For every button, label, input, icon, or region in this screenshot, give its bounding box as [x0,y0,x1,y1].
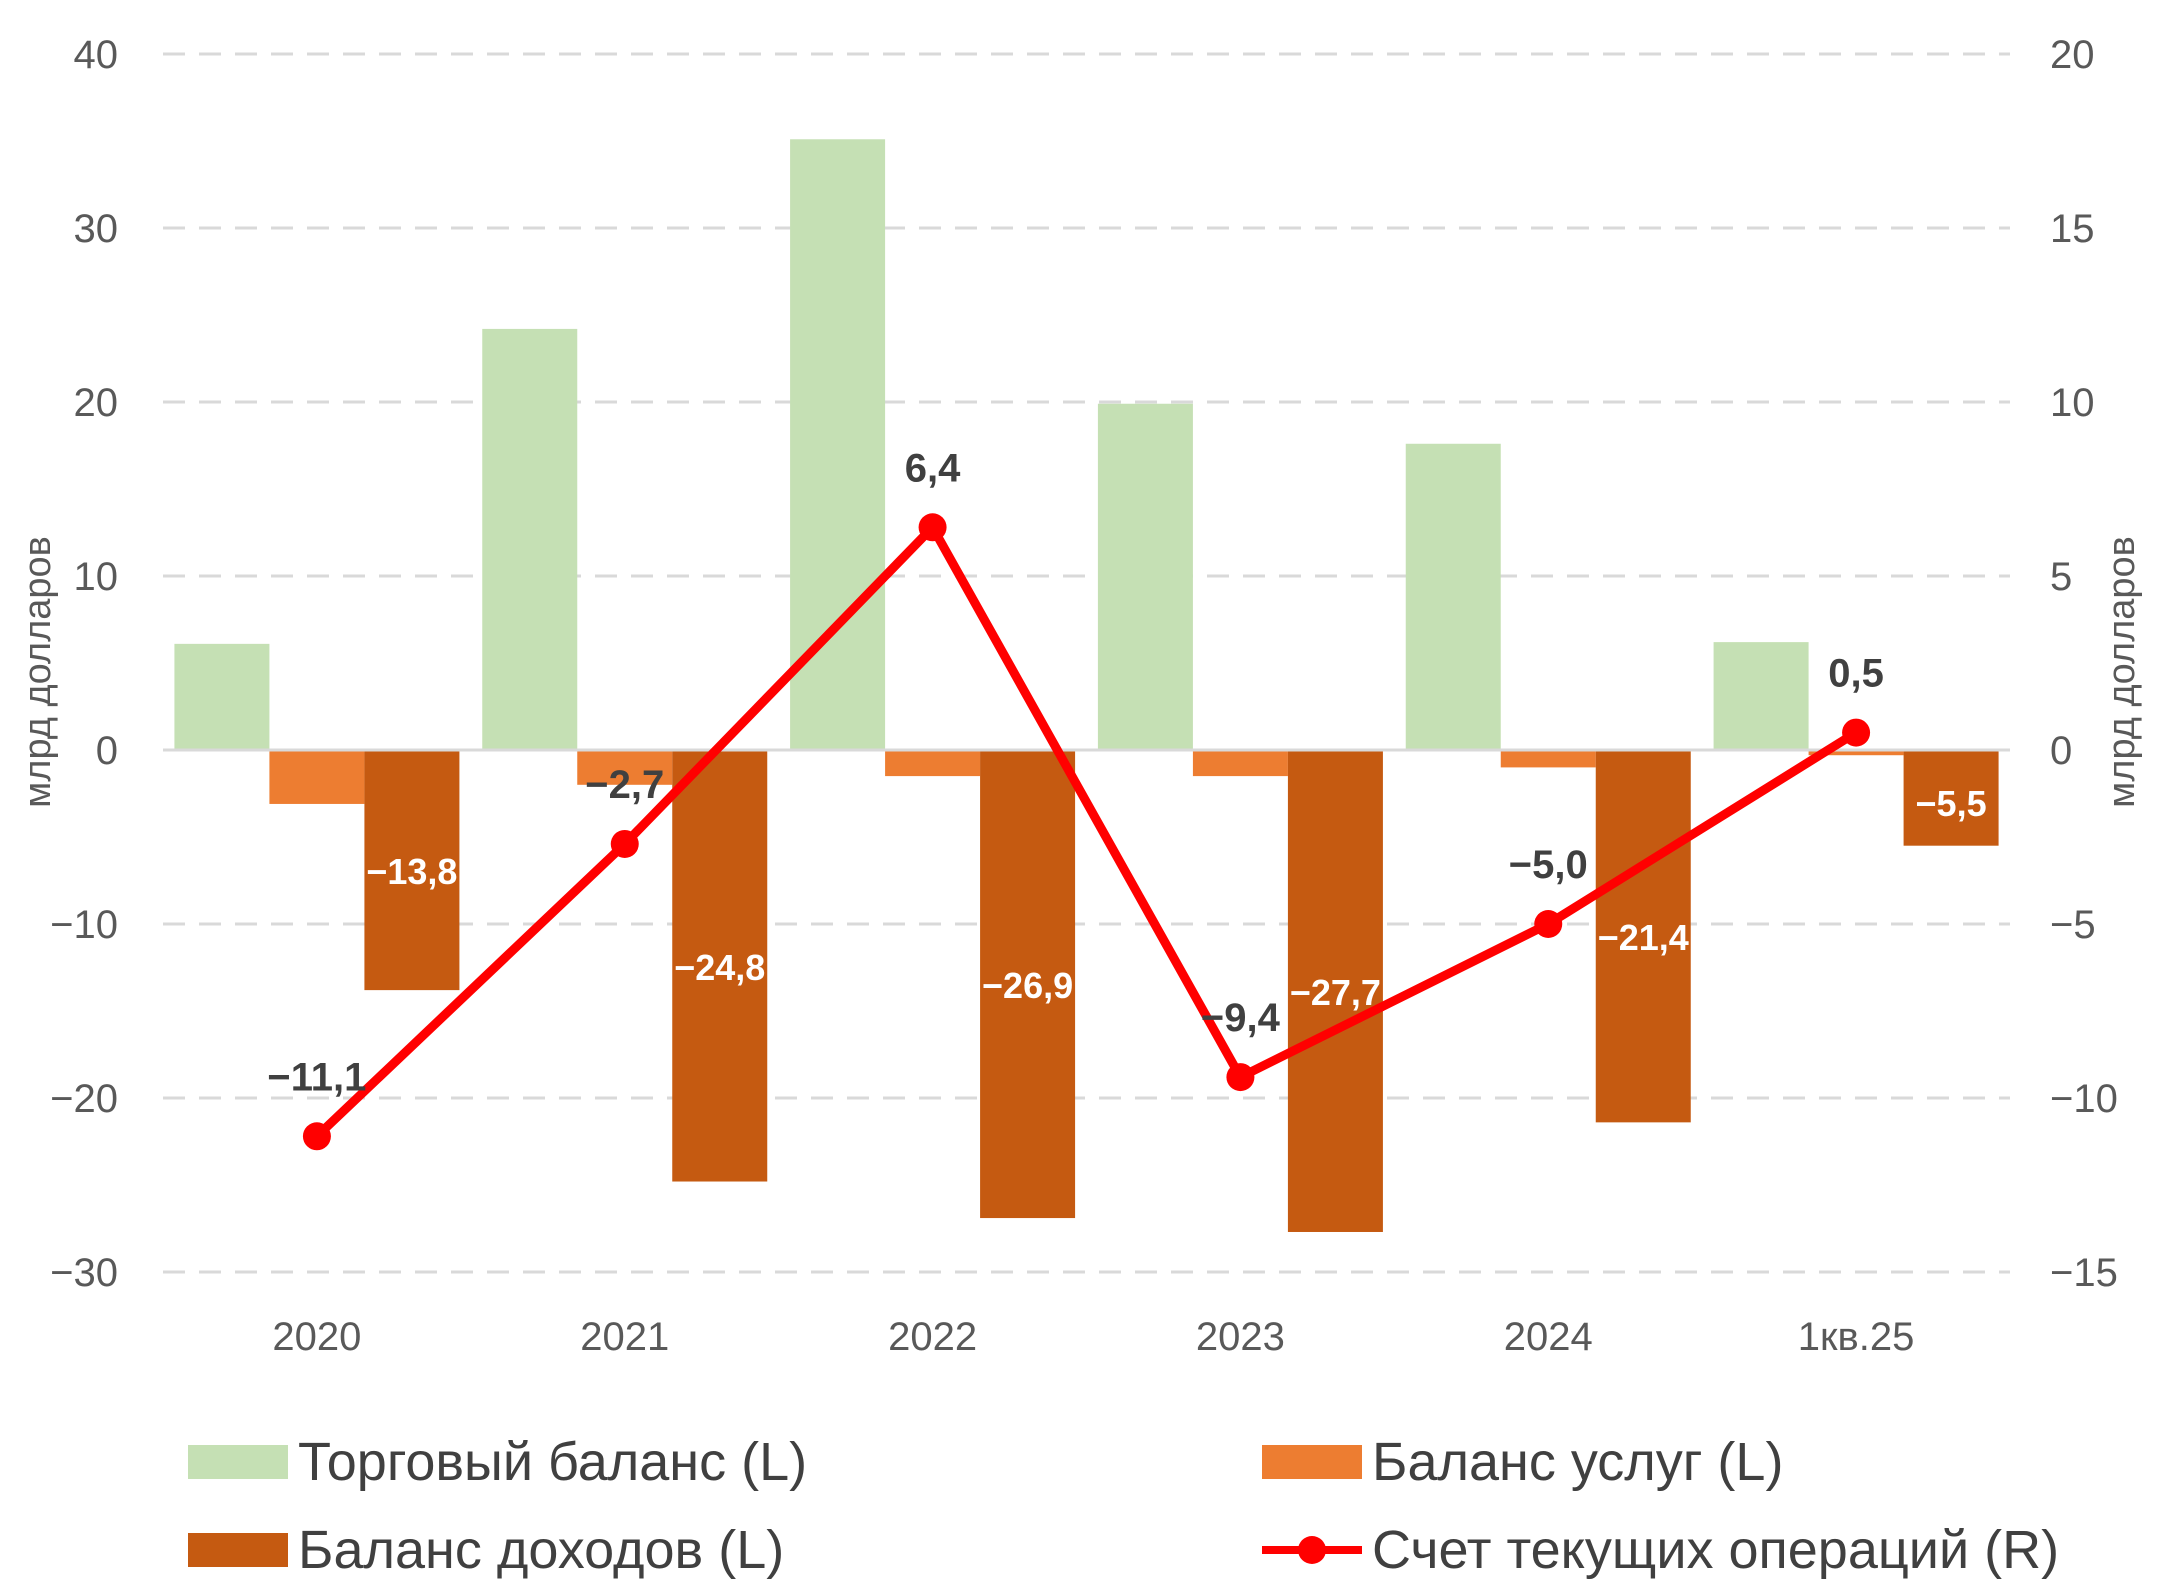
current-account-label: −9,4 [1201,996,1281,1040]
trade-balance-bar [174,643,270,750]
bars [174,139,1999,1232]
income-balance-bar [1903,750,1999,846]
services-balance-bar [577,750,673,785]
right-tick-label: −5 [2050,903,2096,947]
category-label: 1кв.25 [1798,1315,1915,1359]
right-axis-title: млрд долларов [2101,536,2143,808]
legend-label-trade: Торговый баланс (L) [298,1432,807,1492]
current-account-marker [918,513,947,542]
left-tick-label: 0 [96,729,118,773]
left-axis-ticks: 40 30 20 10 0 −10 −20 −30 [50,33,118,1295]
services-balance-bar [885,750,981,777]
left-tick-label: −10 [50,903,118,947]
gridlines [163,52,2010,1274]
right-tick-label: 0 [2050,729,2072,773]
trade-balance-bar [1713,642,1809,750]
category-label: 2022 [888,1315,977,1359]
current-account-marker [1534,910,1563,938]
category-label: 2024 [1504,1315,1593,1359]
right-tick-label: −15 [2050,1251,2118,1295]
right-tick-label: 5 [2050,555,2072,599]
left-tick-label: 40 [74,33,119,77]
left-tick-label: 20 [74,381,119,425]
current-account-label: −11,1 [267,1055,366,1099]
left-tick-label: −30 [50,1251,118,1295]
category-axis-labels: 2020 2021 2022 2023 2024 1кв.25 [272,1315,1914,1359]
current-account-label: 6,4 [905,446,961,490]
category-label: 2021 [580,1315,669,1359]
income-balance-label: −27,7 [1290,972,1381,1013]
trade-balance-bar [1405,443,1501,750]
legend-label-services: Баланс услуг (L) [1372,1432,1783,1492]
services-balance-bar [269,750,365,804]
current-account-label: −2,7 [585,763,664,807]
left-tick-label: −20 [50,1077,118,1121]
current-account-line [302,513,1871,1151]
left-axis-title: млрд долларов [17,536,59,808]
right-tick-label: −10 [2050,1077,2118,1121]
income-balance-label: −21,4 [1598,917,1689,958]
trade-balance-bar [482,328,578,750]
right-tick-label: 20 [2050,33,2095,77]
income-balance-label: −24,8 [674,947,765,988]
current-account-polyline [313,522,1859,1140]
category-label: 2023 [1196,1315,1285,1359]
left-tick-label: 10 [74,555,119,599]
right-tick-label: 15 [2050,207,2095,251]
income-balance-bar [980,750,1076,1219]
services-balance-bar [1192,750,1288,777]
services-balance-bar [1808,750,1904,756]
category-label: 2020 [272,1315,361,1359]
legend-swatch-services [1262,1445,1362,1479]
income-balance-bar [672,750,768,1182]
current-account-label: 0,5 [1828,652,1884,696]
current-account-marker [610,829,639,858]
current-account-label: −5,0 [1509,843,1588,887]
services-balance-bar [1500,750,1596,768]
current-account-marker [1842,718,1871,747]
legend-swatch-trade [188,1445,288,1479]
legend-swatch-current-account-marker [1298,1536,1326,1564]
left-tick-label: 30 [74,207,119,251]
current-account-marker [302,1122,331,1151]
bar-data-labels: −13,8 −24,8 −26,9 −27,7 −21,4 −5,5 [366,783,1986,1013]
trade-balance-bar [1097,403,1193,750]
income-balance-bar [364,750,460,991]
income-balance-label: −13,8 [366,851,457,892]
income-balance-label: −5,5 [1916,783,1987,824]
income-balance-bar [1595,750,1691,1123]
legend: Торговый баланс (L) Баланс услуг (L) Бал… [188,1432,2059,1580]
line-data-labels: −11,1 −2,7 6,4 −9,4 −5,0 0,5 [267,446,1883,1099]
legend-label-income: Баланс доходов (L) [298,1520,784,1580]
legend-swatch-income [188,1533,288,1567]
current-account-marker [1226,1063,1255,1092]
income-balance-label: −26,9 [982,965,1073,1006]
right-axis-ticks: 20 15 10 5 0 −5 −10 −15 [2050,33,2118,1295]
income-balance-bar [1287,750,1383,1232]
right-tick-label: 10 [2050,381,2095,425]
legend-label-current-account: Счет текущих операций (R) [1372,1520,2059,1580]
trade-balance-bar [790,139,886,750]
